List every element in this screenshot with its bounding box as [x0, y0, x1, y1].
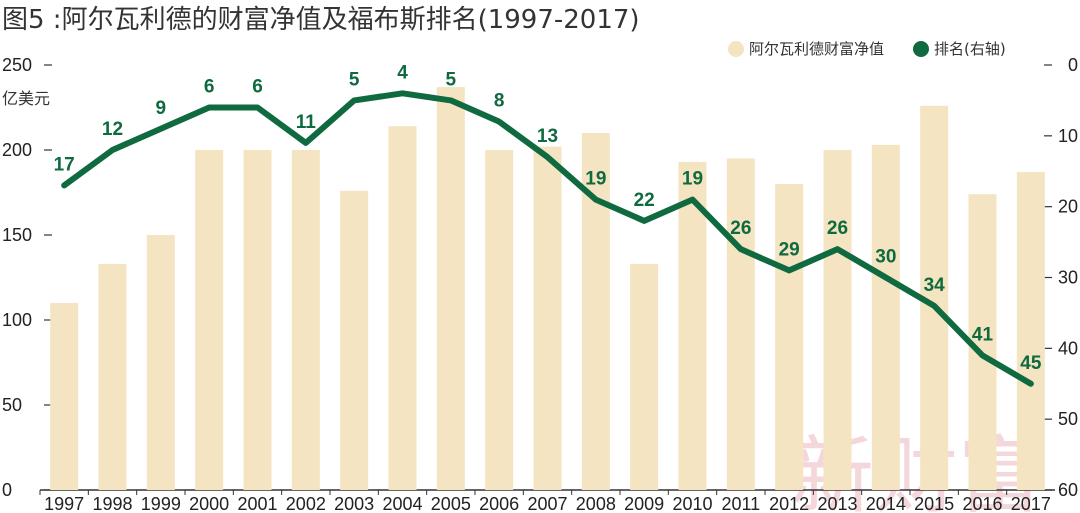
rank-label-1998: 12 [102, 119, 123, 140]
bar-1998 [98, 263, 127, 490]
rank-label-1997: 17 [54, 154, 75, 175]
rank-label-2015: 34 [924, 275, 946, 296]
bar-2014 [871, 144, 900, 490]
bar-1997 [50, 303, 79, 490]
x-tick-label-2001: 2001 [237, 494, 277, 513]
legend-label-networth: 阿尔瓦利德财富净值 [749, 40, 884, 58]
x-tick-label-2003: 2003 [334, 494, 374, 513]
bar-2006 [485, 150, 514, 490]
bar-2003 [340, 190, 369, 491]
rank-label-2004: 4 [397, 62, 408, 83]
x-tick-label-1999: 1999 [141, 494, 181, 513]
y-left-tick-label-150: 150 [2, 225, 32, 245]
x-tick-label-2005: 2005 [431, 494, 471, 513]
axes: 1997 1998 1999 2000 2001 2002 2003 2004 2005 2006… [2, 55, 1078, 513]
rank-label-2013: 26 [827, 218, 848, 239]
y-left-tick-label-50: 50 [2, 395, 22, 415]
rank-label-2012: 29 [779, 239, 800, 260]
y-right-tick-label-10: 10 [1058, 126, 1078, 146]
x-tick-label-2004: 2004 [382, 494, 422, 513]
rank-label-2000: 6 [204, 77, 215, 98]
x-tick-label-2012: 2012 [769, 494, 809, 513]
x-tick-label-1998: 1998 [92, 494, 132, 513]
rank-line [61, 90, 1034, 387]
bar-2009 [630, 263, 659, 490]
rank-label-2007: 13 [537, 126, 558, 147]
bar-2000 [195, 150, 224, 490]
y-right-tick-label-20: 20 [1058, 197, 1078, 217]
bar-1999 [146, 235, 175, 490]
x-tick-label-2016: 2016 [962, 494, 1002, 513]
legend-label-rank: 排名(右轴) [934, 40, 1006, 58]
bar-2013 [823, 150, 852, 490]
bar-2002 [291, 150, 320, 490]
y-right-tick-label-0: 0 [1068, 55, 1078, 75]
y-right-tick-label-50: 50 [1058, 409, 1078, 429]
rank-label-2010: 19 [682, 169, 703, 190]
x-tick-label-2010: 2010 [672, 494, 712, 513]
bar-2007 [533, 146, 562, 490]
rank-label-2008: 19 [585, 169, 606, 190]
left-axis-unit: 亿美元 [2, 89, 50, 108]
legend: 阿尔瓦利德财富净值 排名(右轴) [728, 40, 1006, 58]
rank-label-2005: 5 [446, 69, 457, 90]
y-left-tick-label-100: 100 [2, 310, 32, 330]
rank-line-series [61, 90, 1034, 387]
y-right-tick-label-30: 30 [1058, 268, 1078, 288]
y-left-tick-label-200: 200 [2, 140, 32, 160]
rank-label-1999: 9 [156, 98, 167, 119]
x-tick-label-2009: 2009 [624, 494, 664, 513]
rank-label-2001: 6 [252, 77, 263, 98]
bars [50, 87, 1045, 491]
rank-label-2014: 30 [875, 247, 896, 268]
x-tick-label-2006: 2006 [479, 494, 519, 513]
rank-label-2016: 41 [972, 324, 994, 345]
x-tick-label-2013: 2013 [817, 494, 857, 513]
x-tick-label-1997: 1997 [44, 494, 84, 513]
y-left-tick-label-0: 0 [2, 480, 12, 500]
chart-title: 图5 :阿尔瓦利德的财富净值及福布斯排名(1997-2017) [2, 5, 640, 35]
rank-label-2002: 11 [296, 112, 317, 133]
rank-label-2009: 22 [634, 190, 655, 211]
y-right-tick-label-40: 40 [1058, 338, 1078, 358]
x-tick-label-2008: 2008 [576, 494, 616, 513]
x-tick-label-2000: 2000 [189, 494, 229, 513]
bar-2017 [1016, 172, 1045, 490]
x-tick-label-2011: 2011 [721, 494, 760, 513]
bar-2010 [678, 161, 707, 490]
x-tick-label-2007: 2007 [527, 494, 567, 513]
bar-2001 [243, 150, 272, 490]
x-tick-label-2014: 2014 [866, 494, 906, 513]
bar-2012 [775, 184, 804, 490]
legend-marker-networth [728, 41, 744, 57]
y-left-tick-label-250: 250 [2, 55, 32, 75]
legend-marker-rank [913, 41, 929, 57]
bar-2004 [388, 126, 417, 490]
rank-label-2006: 8 [494, 91, 505, 112]
bar-2011 [726, 158, 755, 490]
x-tick-label-2015: 2015 [914, 494, 954, 513]
rank-label-2011: 26 [730, 218, 751, 239]
rank-label-2017: 45 [1020, 353, 1042, 374]
y-right-tick-label-60: 60 [1058, 480, 1078, 500]
bar-2005 [436, 87, 465, 490]
rank-label-2003: 5 [349, 69, 360, 90]
x-tick-label-2017: 2017 [1011, 494, 1051, 513]
x-tick-label-2002: 2002 [286, 494, 326, 513]
